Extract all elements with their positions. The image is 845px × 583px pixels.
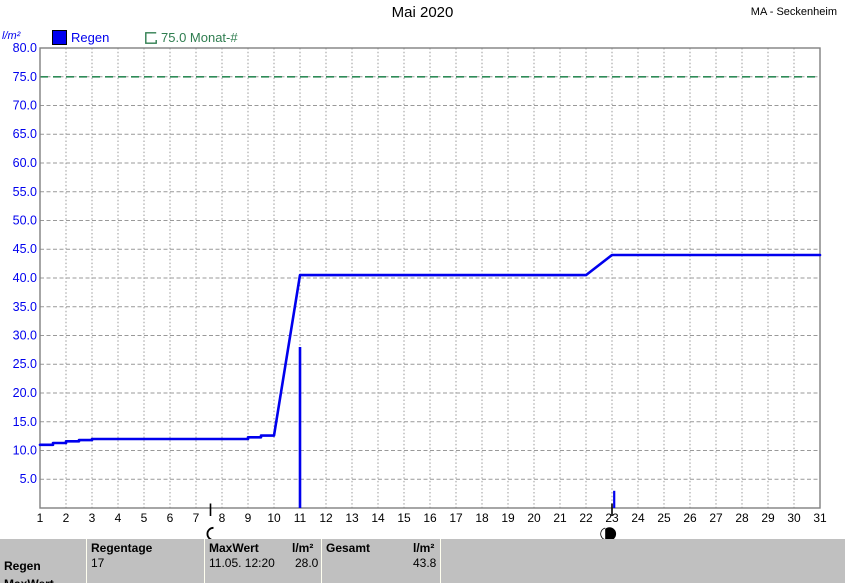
svg-text:18: 18	[475, 511, 489, 525]
svg-text:30.0: 30.0	[13, 329, 37, 343]
svg-text:80.0: 80.0	[13, 41, 37, 55]
svg-text:8: 8	[219, 511, 226, 525]
svg-text:75.0: 75.0	[13, 70, 37, 84]
svg-text:2: 2	[63, 511, 70, 525]
svg-text:20: 20	[527, 511, 541, 525]
svg-text:15: 15	[397, 511, 411, 525]
svg-text:29: 29	[761, 511, 775, 525]
svg-text:50.0: 50.0	[13, 214, 37, 228]
svg-text:15.0: 15.0	[13, 415, 37, 429]
svg-text:28: 28	[735, 511, 749, 525]
svg-text:5: 5	[141, 511, 148, 525]
svg-text:22: 22	[579, 511, 593, 525]
svg-text:13: 13	[345, 511, 359, 525]
svg-text:27: 27	[709, 511, 723, 525]
svg-text:17: 17	[449, 511, 463, 525]
svg-text:65.0: 65.0	[13, 127, 37, 141]
svg-text:1: 1	[37, 511, 44, 525]
svg-text:9: 9	[245, 511, 252, 525]
svg-text:45.0: 45.0	[13, 242, 37, 256]
svg-text:10.0: 10.0	[13, 444, 37, 458]
svg-text:16: 16	[423, 511, 437, 525]
svg-text:25: 25	[657, 511, 671, 525]
svg-text:4: 4	[115, 511, 122, 525]
svg-text:40.0: 40.0	[13, 271, 37, 285]
svg-text:6: 6	[167, 511, 174, 525]
svg-text:10: 10	[267, 511, 281, 525]
svg-text:21: 21	[553, 511, 567, 525]
svg-text:24: 24	[631, 511, 645, 525]
svg-text:11: 11	[294, 511, 307, 525]
svg-text:35.0: 35.0	[13, 300, 37, 314]
svg-text:26: 26	[683, 511, 697, 525]
svg-text:60.0: 60.0	[13, 156, 37, 170]
svg-text:14: 14	[371, 511, 385, 525]
svg-text:12: 12	[319, 511, 333, 525]
svg-text:20.0: 20.0	[13, 386, 37, 400]
svg-text:3: 3	[89, 511, 96, 525]
svg-text:31: 31	[813, 511, 827, 525]
svg-text:70.0: 70.0	[13, 99, 37, 113]
svg-text:5.0: 5.0	[20, 472, 37, 486]
svg-text:55.0: 55.0	[13, 185, 37, 199]
svg-text:7: 7	[193, 511, 200, 525]
svg-text:30: 30	[787, 511, 801, 525]
svg-text:19: 19	[501, 511, 515, 525]
svg-text:25.0: 25.0	[13, 357, 37, 371]
